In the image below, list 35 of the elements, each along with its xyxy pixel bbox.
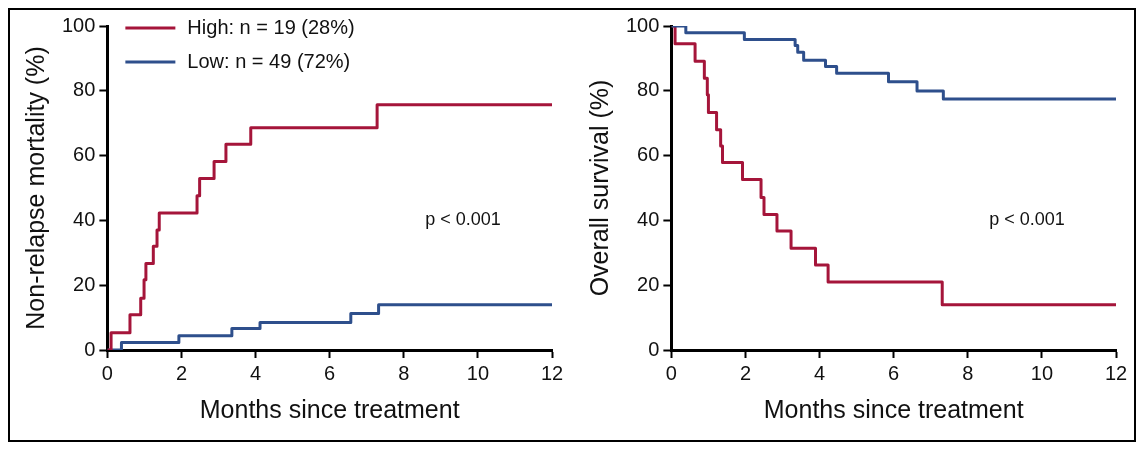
annotation: p < 0.001 [989,209,1065,230]
x-tick-label: 10 [466,361,490,384]
x-tick-label: 4 [250,361,262,384]
y-tick-label: 80 [637,78,660,101]
y-tick-label: 0 [84,337,96,360]
legend-label: High: n = 19 (28%) [187,15,355,38]
x-tick-label: 12 [540,361,564,384]
y-tick-label: 60 [637,143,660,166]
x-tick-label: 2 [175,361,188,384]
x-axis-title: Months since treatment [199,394,460,423]
y-tick-label: 80 [73,78,96,101]
x-tick-label: 6 [324,361,336,384]
annotation: p < 0.001 [425,209,501,230]
y-axis-title: Non-relapse mortality (%) [20,46,49,330]
y-tick-label: 20 [73,272,96,295]
x-tick-label: 12 [1104,361,1128,384]
x-tick-label: 2 [739,361,752,384]
y-tick-label: 0 [648,337,660,360]
x-tick-label: 8 [962,361,974,384]
legend-label: Low: n = 49 (72%) [187,49,351,72]
y-tick-label: 40 [637,207,660,230]
y-tick-label: 60 [73,143,96,166]
y-tick-label: 40 [73,207,96,230]
frame: Months since treatment Non-relapse mortality (%) 0 2 4 6 8 10 12 0 20 40 60 80 100 High: n = 19 (28%) Low: n = 49 (72%) p < 0.001 Months since treatment Overall survival (%) 0 2 4 6 8 10 12 0 20 40 60 80 100 p < 0.001 [8,8,1136,442]
x-tick-label: 8 [398,361,410,384]
x-tick-label: 6 [888,361,900,384]
y-tick-label: 100 [61,13,96,36]
x-tick-label: 0 [665,361,677,384]
y-tick-label: 100 [625,13,660,36]
x-tick-label: 10 [1030,361,1054,384]
y-tick-label: 20 [637,272,660,295]
x-tick-label: 4 [814,361,826,384]
x-axis-title: Months since treatment [763,394,1024,423]
x-tick-label: 0 [101,361,113,384]
y-axis-title: Overall survival (%) [584,79,613,297]
